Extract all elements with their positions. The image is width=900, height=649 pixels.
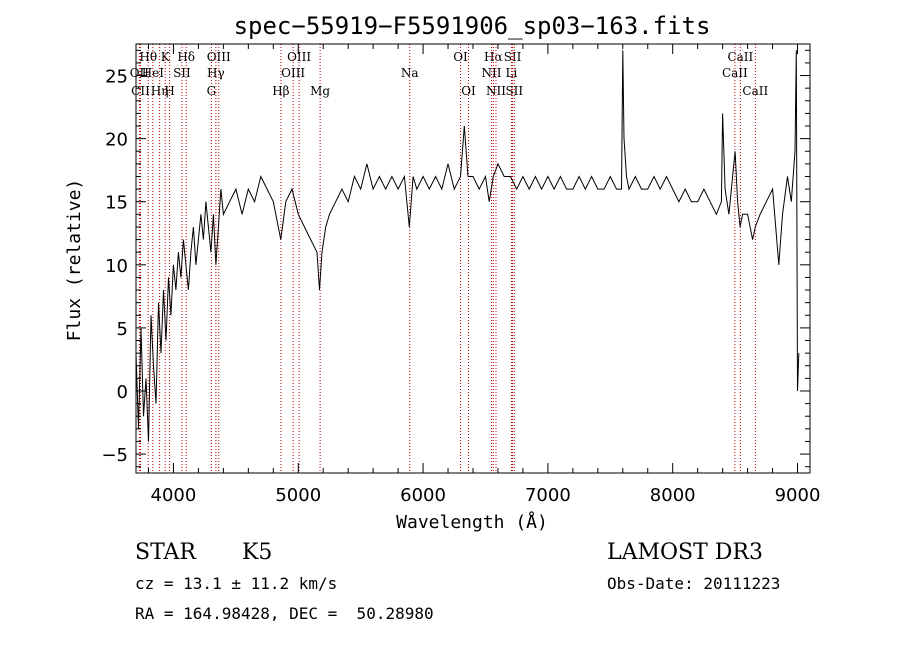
chart-title: spec−55919−F5591906_sp03−163.fits xyxy=(234,12,711,40)
x-tick-label-1: 5000 xyxy=(275,485,321,506)
line-label-15: Mg xyxy=(310,84,330,98)
line-label-0: Hθ xyxy=(139,50,157,64)
line-label-14: OIII xyxy=(281,66,305,80)
y-tick-label-1: 0 xyxy=(117,382,128,403)
x-tick-label-4: 8000 xyxy=(650,485,696,506)
line-label-1: OII xyxy=(130,66,150,80)
y-tick-label-0: −5 xyxy=(101,445,128,466)
spectrum-layer xyxy=(136,50,800,442)
y-tick-label-5: 20 xyxy=(105,130,128,151)
line-label-13: OIII xyxy=(287,50,311,64)
line-label-23: Li xyxy=(506,66,518,80)
line-label-11: G xyxy=(207,84,217,98)
plot-frame xyxy=(135,43,811,474)
line-label-22: SII xyxy=(504,50,522,64)
survey-name: LAMOST DR3 xyxy=(607,540,763,565)
line-label-8: Hδ xyxy=(177,50,195,64)
line-label-9: OIII xyxy=(207,50,231,64)
line-label-18: OI xyxy=(461,84,476,98)
line-label-12: Hβ xyxy=(272,84,289,98)
line-label-24: SII xyxy=(505,84,523,98)
object-subclass: K5 xyxy=(242,540,273,565)
line-label-16: Na xyxy=(401,66,419,80)
line-label-20: NII xyxy=(481,66,501,80)
y-tick-label-3: 10 xyxy=(105,256,128,277)
line-label-25: CaII xyxy=(727,50,753,64)
line-label-2: HeI xyxy=(142,66,165,80)
x-tick-label-0: 4000 xyxy=(151,485,197,506)
line-label-6: SII xyxy=(173,66,191,80)
line-label-17: OI xyxy=(453,50,468,64)
y-tick-label-6: 25 xyxy=(105,67,128,88)
line-label-21: NII xyxy=(486,84,506,98)
x-tick-label-2: 6000 xyxy=(400,485,446,506)
line-label-3: CII xyxy=(131,84,150,98)
line-label-4: Hη xyxy=(151,84,169,98)
axes-layer: 4000 5000 6000 7000 8000 9000 −5 0 5 10 15 20 25 xyxy=(101,43,821,506)
line-label-7: H xyxy=(164,84,174,98)
redshift-velocity: cz = 13.1 ± 11.2 km/s xyxy=(135,574,338,593)
coordinates: RA = 164.98428, DEC = 50.28980 xyxy=(135,604,434,623)
line-label-5: K xyxy=(161,50,171,64)
line-label-19: Hα xyxy=(484,50,503,64)
observation-date: Obs-Date: 20111223 xyxy=(607,574,781,593)
line-label-26: CaII xyxy=(722,66,748,80)
spectrum-line xyxy=(136,50,800,442)
y-tick-label-2: 5 xyxy=(117,319,128,340)
object-class: STAR xyxy=(135,540,196,565)
x-tick-label-3: 7000 xyxy=(525,485,571,506)
x-axis-label: Wavelength (Å) xyxy=(396,511,548,533)
y-axis-label: Flux (relative) xyxy=(64,179,85,342)
line-label-27: CaII xyxy=(742,84,768,98)
line-label-10: Hγ xyxy=(207,66,225,80)
y-tick-label-4: 15 xyxy=(105,193,128,214)
x-tick-label-5: 9000 xyxy=(775,485,821,506)
